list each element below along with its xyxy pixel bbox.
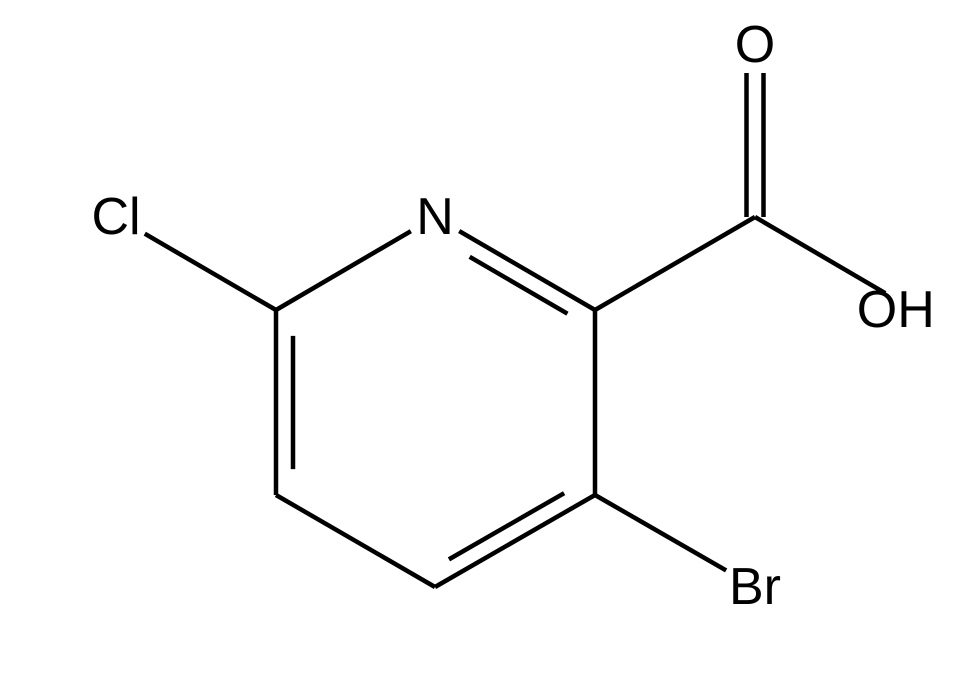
atom-label-o: O bbox=[735, 16, 775, 74]
bond-line bbox=[595, 217, 755, 310]
atom-label-o: OH bbox=[857, 281, 935, 339]
atom-label-n: N bbox=[416, 188, 454, 246]
bond-line bbox=[435, 495, 595, 587]
atom-label-cl: Cl bbox=[91, 188, 140, 246]
bond-line bbox=[449, 493, 564, 559]
molecule-canvas: N Cl O OH Br bbox=[0, 0, 980, 679]
bond-line bbox=[145, 234, 276, 310]
atom-label-br: Br bbox=[729, 558, 781, 616]
bond-line bbox=[595, 495, 726, 570]
bond-line bbox=[459, 231, 595, 310]
bond-line bbox=[276, 231, 411, 310]
bond-line bbox=[276, 495, 435, 587]
